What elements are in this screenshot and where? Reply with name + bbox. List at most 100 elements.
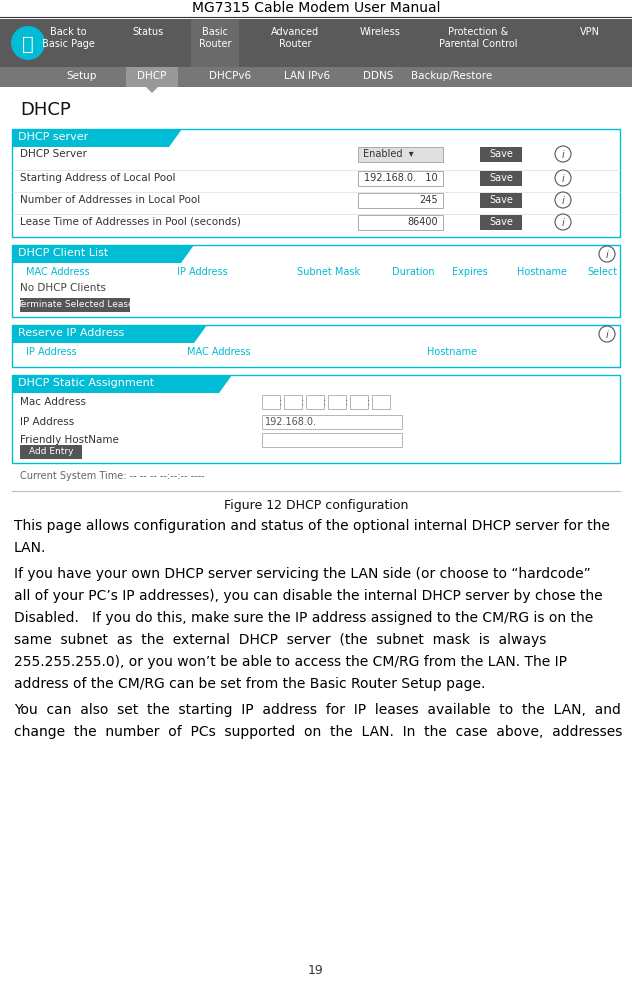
Text: This page allows configuration and status of the optional internal DHCP server f: This page allows configuration and statu… xyxy=(14,519,610,533)
Text: Save: Save xyxy=(489,149,513,159)
Text: 86400: 86400 xyxy=(408,217,438,227)
Text: Save: Save xyxy=(489,173,513,183)
Text: i: i xyxy=(562,174,564,184)
Bar xyxy=(480,147,522,162)
Text: 255.255.255.0), or you won’t be able to access the CM/RG from the LAN. The IP: 255.255.255.0), or you won’t be able to … xyxy=(14,655,567,669)
Text: i: i xyxy=(562,196,564,206)
Text: 192.168.0.   10: 192.168.0. 10 xyxy=(365,173,438,183)
Bar xyxy=(480,193,522,208)
Text: i: i xyxy=(605,250,609,260)
Bar xyxy=(480,215,522,230)
Text: Figure 12 DHCP configuration: Figure 12 DHCP configuration xyxy=(224,499,408,512)
Text: 19: 19 xyxy=(308,964,324,977)
Bar xyxy=(358,193,443,208)
Text: Hostname: Hostname xyxy=(517,267,567,277)
Bar xyxy=(12,129,620,237)
Polygon shape xyxy=(12,325,207,343)
Text: Duration: Duration xyxy=(392,267,435,277)
Text: :: : xyxy=(345,397,349,407)
Text: Backup/Restore: Backup/Restore xyxy=(411,71,492,81)
Text: :: : xyxy=(301,397,305,407)
Bar xyxy=(262,433,402,447)
Bar xyxy=(126,67,178,87)
Bar xyxy=(12,89,620,689)
Text: same  subnet  as  the  external  DHCP  server  (the  subnet  mask  is  always: same subnet as the external DHCP server … xyxy=(14,633,547,647)
Text: Enabled  ▾: Enabled ▾ xyxy=(363,149,413,159)
Polygon shape xyxy=(146,87,158,93)
Text: change  the  number  of  PCs  supported  on  the  LAN.  In  the  case  above,  a: change the number of PCs supported on th… xyxy=(14,725,623,739)
Bar xyxy=(358,147,443,162)
Text: Terminate Selected Lease: Terminate Selected Lease xyxy=(16,300,133,309)
Text: Lease Time of Addresses in Pool (seconds): Lease Time of Addresses in Pool (seconds… xyxy=(20,217,241,227)
Text: Add Entry: Add Entry xyxy=(28,447,73,456)
Bar xyxy=(306,395,324,409)
Text: IP Address: IP Address xyxy=(26,347,76,357)
Bar xyxy=(262,395,280,409)
Circle shape xyxy=(555,170,571,186)
Text: Expires: Expires xyxy=(452,267,488,277)
Polygon shape xyxy=(12,245,194,263)
Text: Ⓜ: Ⓜ xyxy=(22,35,34,54)
Bar xyxy=(0,19,632,67)
Text: Number of Addresses in Local Pool: Number of Addresses in Local Pool xyxy=(20,195,200,205)
Text: MAC Address: MAC Address xyxy=(26,267,90,277)
Bar xyxy=(284,395,302,409)
Bar xyxy=(20,298,130,312)
Text: address of the CM/RG can be set from the Basic Router Setup page.: address of the CM/RG can be set from the… xyxy=(14,677,485,691)
Bar xyxy=(350,395,368,409)
Text: MG7315 Cable Modem User Manual: MG7315 Cable Modem User Manual xyxy=(191,1,441,15)
Text: DHCP: DHCP xyxy=(20,101,71,119)
Text: You  can  also  set  the  starting  IP  address  for  IP  leases  available  to : You can also set the starting IP address… xyxy=(14,703,621,717)
Bar xyxy=(262,415,402,429)
Text: i: i xyxy=(605,330,609,340)
Text: Current System Time: -- -- -- --:--:-- ----: Current System Time: -- -- -- --:--:-- -… xyxy=(20,471,205,481)
Bar xyxy=(0,0,632,17)
Text: all of your PC’s IP addresses), you can disable the internal DHCP server by chos: all of your PC’s IP addresses), you can … xyxy=(14,589,603,603)
Bar xyxy=(480,171,522,186)
Bar xyxy=(12,245,620,317)
Text: DHCP: DHCP xyxy=(137,71,167,81)
Text: Status: Status xyxy=(132,27,164,37)
Bar xyxy=(372,395,390,409)
Circle shape xyxy=(555,214,571,230)
Circle shape xyxy=(555,146,571,162)
Bar xyxy=(358,171,443,186)
Text: Save: Save xyxy=(489,195,513,205)
Text: Reserve IP Address: Reserve IP Address xyxy=(18,328,125,338)
Circle shape xyxy=(599,326,615,342)
Text: 192.168.0.: 192.168.0. xyxy=(265,417,317,427)
Bar xyxy=(12,375,620,463)
Text: DHCP Server: DHCP Server xyxy=(20,149,87,159)
Text: VPN: VPN xyxy=(580,27,600,37)
Text: If you have your own DHCP server servicing the LAN side (or choose to “hardcode”: If you have your own DHCP server servici… xyxy=(14,567,591,581)
Text: DHCPv6: DHCPv6 xyxy=(209,71,251,81)
Text: MAC Address: MAC Address xyxy=(187,347,251,357)
Text: i: i xyxy=(562,218,564,228)
Text: Back to
Basic Page: Back to Basic Page xyxy=(42,27,94,49)
Text: DHCP Static Assignment: DHCP Static Assignment xyxy=(18,378,154,388)
Text: DHCP Client List: DHCP Client List xyxy=(18,248,108,258)
Text: :: : xyxy=(279,397,283,407)
Bar xyxy=(0,67,632,87)
Text: Starting Address of Local Pool: Starting Address of Local Pool xyxy=(20,173,176,183)
Text: Select: Select xyxy=(587,267,617,277)
Text: Setup: Setup xyxy=(67,71,97,81)
Text: IP Address: IP Address xyxy=(20,417,74,427)
Text: Disabled.   If you do this, make sure the IP address assigned to the CM/RG is on: Disabled. If you do this, make sure the … xyxy=(14,611,593,625)
Polygon shape xyxy=(12,129,182,147)
Circle shape xyxy=(555,192,571,208)
Text: Protection &
Parental Control: Protection & Parental Control xyxy=(439,27,517,49)
Text: i: i xyxy=(562,150,564,160)
Text: Hostname: Hostname xyxy=(427,347,477,357)
Text: No DHCP Clients: No DHCP Clients xyxy=(20,283,106,293)
Text: DDNS: DDNS xyxy=(363,71,393,81)
Text: DHCP server: DHCP server xyxy=(18,132,88,142)
Circle shape xyxy=(11,26,45,60)
Bar xyxy=(20,445,82,459)
Bar xyxy=(191,19,239,67)
Text: Basic
Router: Basic Router xyxy=(198,27,231,49)
Text: :: : xyxy=(324,397,327,407)
Bar xyxy=(328,395,346,409)
Text: Wireless: Wireless xyxy=(360,27,401,37)
Bar xyxy=(12,325,620,367)
